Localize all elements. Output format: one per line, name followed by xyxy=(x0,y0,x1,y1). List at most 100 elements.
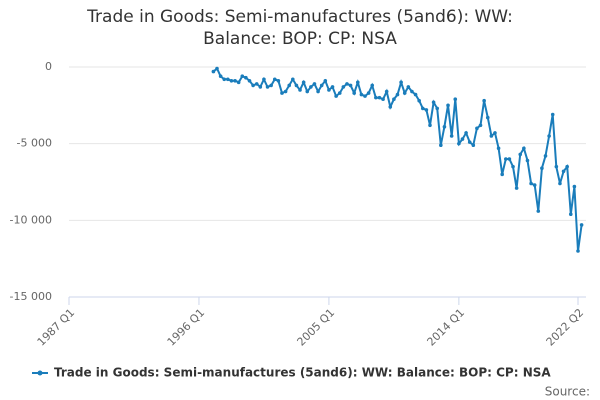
source-label: Source: xyxy=(545,385,590,399)
data-point xyxy=(504,157,508,161)
data-point xyxy=(240,74,245,78)
data-point xyxy=(319,83,324,88)
data-point xyxy=(265,85,270,89)
data-point xyxy=(236,80,241,85)
data-point xyxy=(327,88,331,92)
data-point xyxy=(485,115,490,120)
data-point xyxy=(442,125,447,129)
data-point xyxy=(316,89,320,94)
data-point xyxy=(417,98,421,103)
data-point xyxy=(439,143,443,147)
y-tick-label: 0 xyxy=(45,60,52,73)
data-point xyxy=(475,126,479,131)
data-point xyxy=(374,95,378,100)
data-point xyxy=(547,134,551,138)
data-point xyxy=(222,77,227,82)
data-point xyxy=(276,79,281,83)
data-point xyxy=(449,134,454,138)
data-point xyxy=(226,77,230,82)
data-point xyxy=(334,94,338,98)
data-point xyxy=(272,77,277,82)
data-point xyxy=(410,89,414,94)
legend-symbol-dot xyxy=(37,370,43,376)
data-point xyxy=(413,92,418,97)
data-point xyxy=(406,85,411,89)
data-point xyxy=(269,83,273,88)
x-tick-label: 2014 Q1 xyxy=(425,306,468,349)
data-point xyxy=(550,112,555,117)
data-point xyxy=(254,82,259,86)
data-point xyxy=(352,91,356,95)
data-point xyxy=(532,183,537,187)
data-point xyxy=(514,186,519,190)
data-point xyxy=(341,85,346,89)
chart-title: Trade in Goods: Semi-manufactures (5and6… xyxy=(87,7,513,49)
data-point xyxy=(309,85,313,89)
data-point xyxy=(431,100,436,105)
data-point xyxy=(518,152,523,157)
data-point xyxy=(471,143,476,147)
data-point xyxy=(435,106,440,111)
data-point xyxy=(424,108,429,112)
data-point xyxy=(478,123,483,128)
data-point xyxy=(323,79,328,83)
data-point xyxy=(561,169,566,174)
data-point xyxy=(576,249,580,253)
data-point xyxy=(377,95,382,100)
data-point xyxy=(500,172,504,177)
data-point xyxy=(366,91,371,95)
data-point xyxy=(522,146,526,151)
data-point xyxy=(453,97,458,101)
data-point xyxy=(525,158,530,163)
y-tick-label: -15 000 xyxy=(10,290,52,303)
data-point xyxy=(363,94,367,98)
data-point xyxy=(348,83,353,88)
data-point xyxy=(388,105,393,109)
data-point xyxy=(298,88,302,92)
legend-label[interactable]: Trade in Goods: Semi-manufactures (5and6… xyxy=(54,366,551,380)
data-point xyxy=(305,89,310,94)
data-point xyxy=(359,92,364,97)
y-tick-label: -10 000 xyxy=(10,213,52,226)
data-point xyxy=(370,83,375,88)
data-point xyxy=(384,89,389,94)
data-point xyxy=(337,91,342,95)
data-point xyxy=(460,137,465,141)
data-point xyxy=(280,91,284,95)
data-point xyxy=(420,106,425,111)
data-point xyxy=(381,97,385,101)
data-point xyxy=(291,77,295,82)
data-point xyxy=(565,164,569,169)
data-point xyxy=(355,80,360,85)
data-point xyxy=(568,212,573,216)
data-point xyxy=(482,98,486,103)
data-point xyxy=(579,223,584,227)
data-point xyxy=(211,69,216,74)
data-point xyxy=(233,79,237,83)
data-point xyxy=(446,103,450,108)
data-point xyxy=(457,141,461,146)
data-point xyxy=(312,82,317,86)
data-point xyxy=(511,164,515,169)
data-point xyxy=(244,75,248,80)
data-point xyxy=(229,79,234,83)
data-point xyxy=(258,85,263,89)
data-point xyxy=(540,166,544,170)
data-point xyxy=(262,77,266,82)
data-point xyxy=(507,157,512,161)
data-point xyxy=(529,181,533,186)
data-point xyxy=(345,82,349,86)
data-point xyxy=(402,91,407,95)
data-point xyxy=(496,146,501,151)
data-point xyxy=(330,85,335,89)
data-point xyxy=(536,209,541,213)
data-point xyxy=(467,140,472,144)
x-tick-label: 2022 Q2 xyxy=(544,306,587,349)
data-point xyxy=(251,83,255,88)
data-point xyxy=(301,80,306,85)
data-point xyxy=(392,97,396,101)
data-point xyxy=(428,123,432,128)
x-tick-label: 2005 Q1 xyxy=(295,306,338,349)
data-point xyxy=(489,134,494,138)
